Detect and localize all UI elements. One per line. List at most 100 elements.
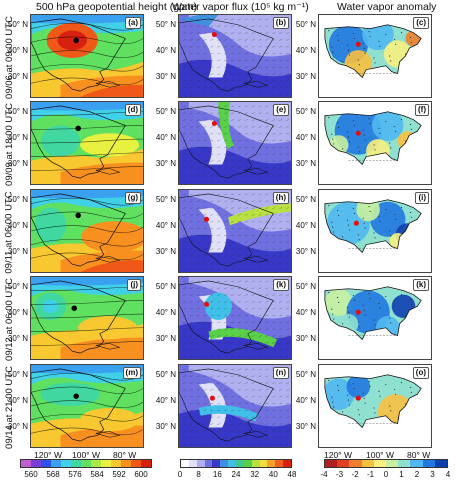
lat-label: 40° N xyxy=(295,396,316,405)
colorbar-tick-label: 568 xyxy=(46,470,60,479)
map-panel-anomaly: (c) xyxy=(318,14,432,98)
lon-label-80w: 80° W xyxy=(113,450,137,460)
panel-label: (e) xyxy=(273,104,289,116)
colorbar-swatch xyxy=(41,460,51,467)
lat-label: 30° N xyxy=(155,72,176,81)
map-panel-height: (m) xyxy=(30,364,144,448)
colorbar-tick-label: 8 xyxy=(196,470,201,479)
lat-label: 40° N xyxy=(295,133,316,142)
colorbar-swatch xyxy=(212,460,221,467)
column-title-anomaly: Water vapor anomaly xyxy=(337,1,437,13)
panel-label: (g) xyxy=(124,192,141,204)
colorbar-tick-label: 0 xyxy=(177,470,183,479)
lat-label: 30° N xyxy=(7,422,28,431)
lon-label-100w: 100° W xyxy=(72,450,100,460)
colorbar-swatch xyxy=(337,460,350,467)
flux-map xyxy=(179,15,291,97)
panel-label: (b) xyxy=(272,17,289,29)
colorbar-swatch xyxy=(220,460,229,467)
height-map xyxy=(31,102,143,184)
height-map xyxy=(31,277,143,359)
lat-label: 50° N xyxy=(295,107,316,116)
lat-label: 50° N xyxy=(7,107,28,116)
lat-label: 50° N xyxy=(7,20,28,29)
lat-label: 40° N xyxy=(155,133,176,142)
panel-label: (c) xyxy=(413,17,429,29)
flux-map xyxy=(179,277,291,359)
lat-label: 40° N xyxy=(295,308,316,317)
lat-label: 50° N xyxy=(295,20,316,29)
anomaly-map xyxy=(319,365,431,447)
flux-map xyxy=(179,190,291,272)
map-panel-flux: (e) xyxy=(178,101,292,185)
lat-label: 40° N xyxy=(7,46,28,55)
map-panel-flux: (h) xyxy=(178,189,292,273)
colorbar-swatch xyxy=(91,460,101,467)
lat-label: 30° N xyxy=(7,247,28,256)
colorbar-swatch xyxy=(267,460,276,467)
colorbar-tick-label: -3 xyxy=(335,470,344,479)
colorbar-swatch xyxy=(361,460,374,467)
panel-label: (n) xyxy=(272,367,289,379)
lat-label: 30° N xyxy=(155,334,176,343)
lat-label: 50° N xyxy=(7,195,28,204)
column-title-height: 500 hPa geopotential height (gpm) xyxy=(36,1,198,13)
lat-label: 50° N xyxy=(155,107,176,116)
lon-label-80w-anomaly: 80° W xyxy=(407,450,431,460)
colorbar-flux xyxy=(180,459,292,468)
lat-label: 40° N xyxy=(155,221,176,230)
colorbar-tick-label: -4 xyxy=(320,470,328,479)
lon-label-120w-anomaly: 120° W xyxy=(324,450,352,460)
map-panel-height: (d) xyxy=(30,101,144,185)
colorbar-swatch xyxy=(121,460,131,467)
colorbar-swatch xyxy=(51,460,61,467)
panel-label: (h) xyxy=(272,192,289,204)
map-panel-anomaly: (o) xyxy=(318,364,432,448)
lat-label: 50° N xyxy=(7,282,28,291)
colorbar-tick-label: 4 xyxy=(445,470,451,479)
colorbar-swatch xyxy=(236,460,244,467)
panel-label: (k) xyxy=(413,279,429,291)
colorbar-tick-label: 24 xyxy=(231,470,241,479)
colorbar-swatch xyxy=(434,460,448,467)
panel-label: (o) xyxy=(412,367,429,379)
lat-label: 30° N xyxy=(7,72,28,81)
flux-map xyxy=(179,365,291,447)
colorbar-swatch xyxy=(259,460,268,467)
colorbar-swatch xyxy=(111,460,121,467)
colorbar-swatch xyxy=(181,460,189,467)
map-panel-height: (a) xyxy=(30,14,144,98)
colorbar-tick-label: 1 xyxy=(399,470,404,479)
lat-label: 50° N xyxy=(155,282,176,291)
colorbar-tick-label: 3 xyxy=(430,470,435,479)
colorbar-swatch xyxy=(131,460,141,467)
colorbar-swatch xyxy=(21,460,31,467)
lat-label: 30° N xyxy=(295,422,316,431)
colorbar-height xyxy=(20,459,152,468)
colorbar-swatch xyxy=(275,460,284,467)
lat-label: 40° N xyxy=(295,46,316,55)
colorbar-swatch xyxy=(31,460,41,467)
colorbar-tick-label: 0 xyxy=(383,470,389,479)
lat-label: 50° N xyxy=(155,195,176,204)
map-panel-anomaly: (f) xyxy=(318,101,432,185)
flux-map xyxy=(179,102,291,184)
lat-label: 50° N xyxy=(7,370,28,379)
lat-label: 30° N xyxy=(295,72,316,81)
anomaly-map xyxy=(319,277,431,359)
colorbar-anomaly xyxy=(324,459,448,468)
colorbar-swatch xyxy=(61,460,71,467)
map-panel-flux: (b) xyxy=(178,14,292,98)
colorbar-swatch xyxy=(243,460,252,467)
lat-label: 50° N xyxy=(295,282,316,291)
colorbar-tick-label: 40 xyxy=(268,470,278,479)
colorbar-swatch xyxy=(188,460,197,467)
colorbar-swatch xyxy=(349,460,362,467)
anomaly-map xyxy=(319,15,431,97)
map-panel-height: (g) xyxy=(30,189,144,273)
colorbar-tick-label: -2 xyxy=(351,470,359,479)
lat-label: 40° N xyxy=(7,221,28,230)
map-panel-anomaly: (k) xyxy=(318,276,432,360)
panel-label: (i) xyxy=(415,192,429,204)
height-map xyxy=(31,365,143,447)
